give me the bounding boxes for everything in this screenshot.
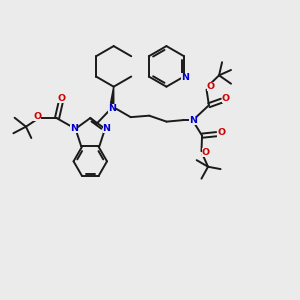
Text: N: N bbox=[70, 124, 78, 133]
Text: O: O bbox=[57, 94, 65, 103]
Text: O: O bbox=[217, 128, 225, 136]
Text: O: O bbox=[207, 82, 215, 91]
Polygon shape bbox=[110, 87, 114, 103]
Text: N: N bbox=[108, 104, 116, 113]
Text: O: O bbox=[222, 94, 230, 103]
Text: N: N bbox=[103, 124, 110, 133]
Text: O: O bbox=[33, 112, 41, 121]
Text: O: O bbox=[202, 148, 210, 157]
Text: N: N bbox=[189, 116, 197, 124]
Text: N: N bbox=[181, 73, 189, 82]
